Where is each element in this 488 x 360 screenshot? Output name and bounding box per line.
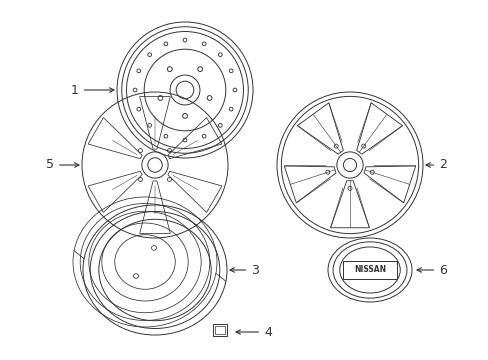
- Text: 2: 2: [425, 158, 446, 171]
- Text: 5: 5: [46, 158, 79, 171]
- Text: 1: 1: [71, 84, 114, 96]
- Text: 3: 3: [229, 264, 259, 276]
- Text: 6: 6: [416, 264, 446, 276]
- Text: 4: 4: [236, 325, 271, 338]
- Text: NISSAN: NISSAN: [353, 265, 385, 274]
